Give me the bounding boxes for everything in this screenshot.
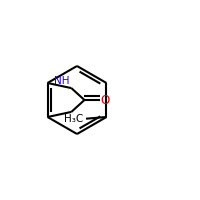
Text: O: O — [101, 94, 110, 106]
Text: NH: NH — [54, 76, 69, 86]
Text: H₃C: H₃C — [64, 114, 84, 124]
